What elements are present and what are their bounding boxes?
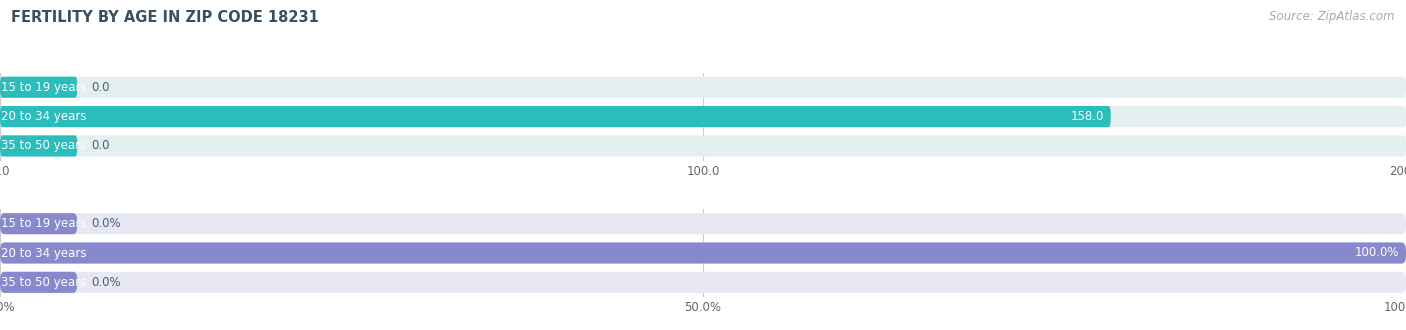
Text: 35 to 50 years: 35 to 50 years xyxy=(1,276,87,289)
FancyBboxPatch shape xyxy=(0,243,1406,264)
Text: Source: ZipAtlas.com: Source: ZipAtlas.com xyxy=(1270,10,1395,23)
FancyBboxPatch shape xyxy=(0,272,77,293)
Text: 100.0%: 100.0% xyxy=(1354,247,1399,259)
FancyBboxPatch shape xyxy=(0,77,1406,98)
FancyBboxPatch shape xyxy=(0,106,1406,127)
Text: 158.0: 158.0 xyxy=(1070,110,1104,123)
FancyBboxPatch shape xyxy=(0,213,1406,234)
Text: 35 to 50 years: 35 to 50 years xyxy=(1,140,87,152)
FancyBboxPatch shape xyxy=(0,135,77,156)
Text: 0.0%: 0.0% xyxy=(91,217,121,230)
Text: 20 to 34 years: 20 to 34 years xyxy=(1,110,87,123)
FancyBboxPatch shape xyxy=(0,77,77,98)
Text: 0.0%: 0.0% xyxy=(91,276,121,289)
FancyBboxPatch shape xyxy=(0,213,77,234)
Text: 0.0: 0.0 xyxy=(91,81,110,94)
FancyBboxPatch shape xyxy=(0,106,1111,127)
Text: 20 to 34 years: 20 to 34 years xyxy=(1,247,87,259)
Text: 15 to 19 years: 15 to 19 years xyxy=(1,217,87,230)
Text: 0.0: 0.0 xyxy=(91,140,110,152)
Text: 15 to 19 years: 15 to 19 years xyxy=(1,81,87,94)
Text: FERTILITY BY AGE IN ZIP CODE 18231: FERTILITY BY AGE IN ZIP CODE 18231 xyxy=(11,10,319,25)
FancyBboxPatch shape xyxy=(0,243,1406,264)
FancyBboxPatch shape xyxy=(0,135,1406,156)
FancyBboxPatch shape xyxy=(0,272,1406,293)
